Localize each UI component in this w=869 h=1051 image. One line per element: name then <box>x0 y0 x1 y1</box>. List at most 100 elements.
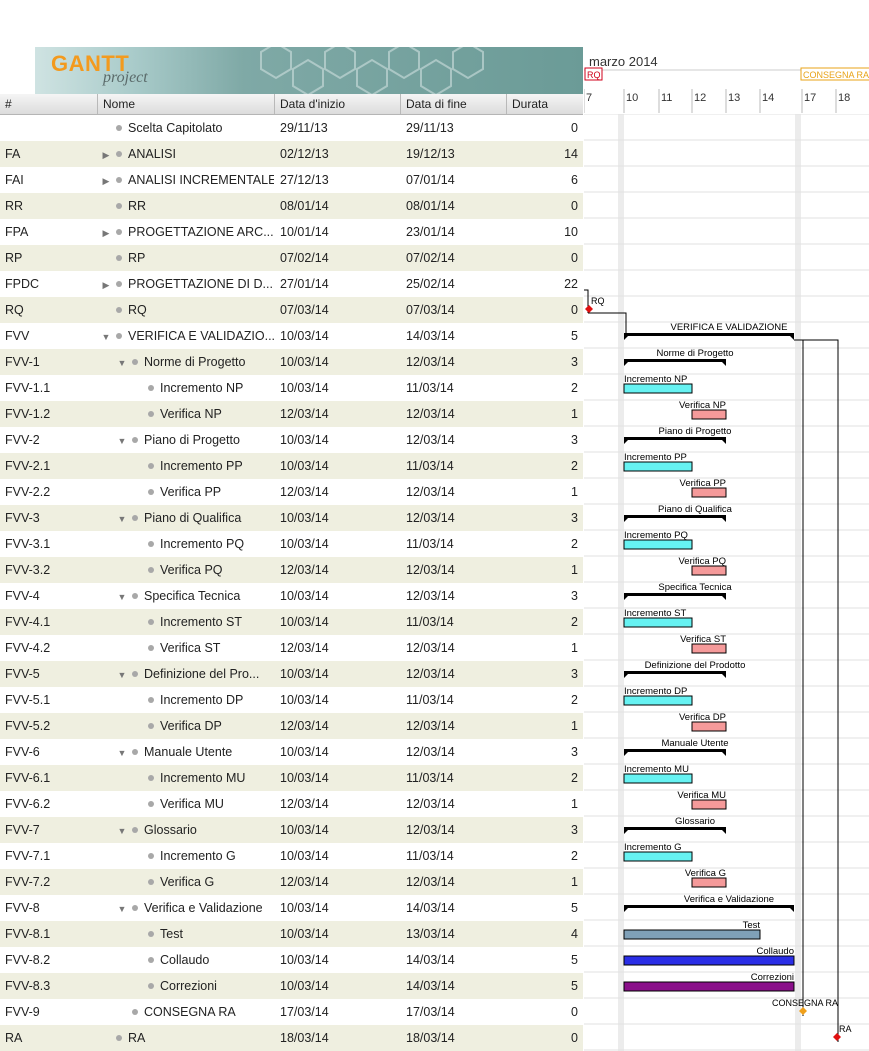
task-id: FVV-2.2 <box>5 485 51 499</box>
hexagon-pattern <box>260 47 484 94</box>
expand-arrow-icon[interactable]: ▶ <box>102 280 110 290</box>
task-duration: 14 <box>564 147 578 161</box>
gantt-task[interactable]: Verifica MU <box>677 790 727 810</box>
collapse-arrow-icon[interactable]: ▼ <box>117 670 127 680</box>
table-row[interactable]: FVV-8 ▼ Verifica e Validazione 10/03/14 14/0… <box>0 895 583 921</box>
table-row[interactable]: FVV-3.2 Verifica PQ 12/03/14 12/03/14 1 <box>0 557 583 583</box>
table-row[interactable]: FVV-3 ▼ Piano di Qualifica 10/03/14 12/03/14… <box>0 505 583 531</box>
gantt-task[interactable]: Incremento DP <box>623 686 693 706</box>
table-row[interactable]: RA RA 18/03/14 18/03/14 0 <box>0 1025 583 1051</box>
table-row[interactable]: FPDC ▶ PROGETTAZIONE DI D... 27/01/14 25/02/… <box>0 271 583 297</box>
gantt-label: Incremento DP <box>624 686 687 697</box>
table-row[interactable]: FVV-7.2 Verifica G 12/03/14 12/03/14 1 <box>0 869 583 895</box>
expand-arrow-icon[interactable]: ▶ <box>102 150 110 160</box>
gantt-milestone[interactable]: RQ <box>585 296 605 313</box>
collapse-arrow-icon[interactable]: ▼ <box>117 826 127 836</box>
table-row[interactable]: FVV-6.2 Verifica MU 12/03/14 12/03/14 1 <box>0 791 583 817</box>
gantt-task[interactable]: Incremento G <box>623 842 693 862</box>
gantt-summary[interactable]: Definizione del Prodotto <box>624 660 745 678</box>
expand-arrow-icon[interactable]: ▶ <box>102 228 110 238</box>
gantt-task[interactable]: Incremento NP <box>623 374 693 394</box>
task-duration: 1 <box>571 719 578 733</box>
task-name: RR <box>128 199 147 213</box>
table-row[interactable]: FVV-4.1 Incremento ST 10/03/14 11/03/14 2 <box>0 609 583 635</box>
task-duration: 5 <box>571 979 578 993</box>
collapse-arrow-icon[interactable]: ▼ <box>117 904 127 914</box>
collapse-arrow-icon[interactable]: ▼ <box>117 592 127 602</box>
collapse-arrow-icon[interactable]: ▼ <box>101 332 111 342</box>
table-row[interactable]: FVV ▼ VERIFICA E VALIDAZIO... 10/03/14 14/03… <box>0 323 583 349</box>
gantt-task[interactable]: Test <box>623 920 761 940</box>
table-row[interactable]: FVV-6 ▼ Manuale Utente 10/03/14 12/03/14 3 <box>0 739 583 765</box>
table-row[interactable]: FVV-1.1 Incremento NP 10/03/14 11/03/14 2 <box>0 375 583 401</box>
table-row[interactable]: FAI ▶ ANALISI INCREMENTALE 27/12/13 07/01/14… <box>0 167 583 193</box>
table-row[interactable]: FVV-5.2 Verifica DP 12/03/14 12/03/14 1 <box>0 713 583 739</box>
table-row[interactable]: RR RR 08/01/14 08/01/14 0 <box>0 193 583 219</box>
table-row[interactable]: FVV-2.1 Incremento PP 10/03/14 11/03/14 2 <box>0 453 583 479</box>
gantt-task[interactable]: Verifica ST <box>680 634 727 654</box>
gantt-task[interactable]: Incremento ST <box>623 608 693 628</box>
gantt-task[interactable]: Incremento PQ <box>623 530 693 550</box>
gantt-summary[interactable]: Norme di Progetto <box>624 348 734 366</box>
table-row[interactable]: Scelta Capitolato 29/11/13 29/11/13 0 <box>0 115 583 141</box>
gantt-summary[interactable]: Specifica Tecnica <box>624 582 732 600</box>
task-bullet-icon <box>132 593 138 600</box>
expand-arrow-icon[interactable]: ▶ <box>102 176 110 186</box>
task-duration: 5 <box>571 329 578 343</box>
task-start-date: 18/03/14 <box>280 1031 329 1045</box>
collapse-arrow-icon[interactable]: ▼ <box>117 436 127 446</box>
task-name-cell: Incremento PQ <box>100 531 274 557</box>
collapse-arrow-icon[interactable]: ▼ <box>117 358 127 368</box>
gantt-milestone[interactable]: CONSEGNA RA <box>772 998 838 1015</box>
gantt-summary[interactable]: VERIFICA E VALIDAZIONE <box>624 322 794 340</box>
gantt-summary[interactable]: Glossario <box>624 816 726 834</box>
gantt-summary[interactable]: Manuale Utente <box>624 738 729 756</box>
table-row[interactable]: RQ RQ 07/03/14 07/03/14 0 <box>0 297 583 323</box>
gantt-summary[interactable]: Piano di Progetto <box>624 426 731 444</box>
table-row[interactable]: FPA ▶ PROGETTAZIONE ARC... 10/01/14 23/01/14… <box>0 219 583 245</box>
column-header-duration[interactable]: Durata <box>512 97 549 111</box>
table-row[interactable]: FVV-8.1 Test 10/03/14 13/03/14 4 <box>0 921 583 947</box>
table-row[interactable]: FVV-9 CONSEGNA RA 17/03/14 17/03/14 0 <box>0 999 583 1025</box>
task-name-cell: RQ <box>100 297 274 323</box>
task-name: RQ <box>128 303 147 317</box>
table-row[interactable]: FVV-7.1 Incremento G 10/03/14 11/03/14 2 <box>0 843 583 869</box>
gantt-task[interactable]: Verifica PQ <box>678 556 727 576</box>
task-end-date: 14/03/14 <box>406 953 455 967</box>
table-row[interactable]: FVV-8.3 Correzioni 10/03/14 14/03/14 5 <box>0 973 583 999</box>
collapse-arrow-icon[interactable]: ▼ <box>117 748 127 758</box>
column-header-name[interactable]: Nome <box>98 94 275 114</box>
task-id: FVV-6.2 <box>5 797 51 811</box>
gantt-task[interactable]: Collaudo <box>623 946 795 966</box>
day-label: 11 <box>661 92 672 104</box>
table-row[interactable]: FVV-3.1 Incremento PQ 10/03/14 11/03/14 2 <box>0 531 583 557</box>
gantt-summary[interactable]: Piano di Qualifica <box>624 504 733 522</box>
table-row[interactable]: FVV-6.1 Incremento MU 10/03/14 11/03/14 2 <box>0 765 583 791</box>
gantt-task[interactable]: Incremento MU <box>623 764 693 784</box>
column-header-start[interactable]: Data d'inizio <box>275 94 401 114</box>
table-row[interactable]: FVV-1.2 Verifica NP 12/03/14 12/03/14 1 <box>0 401 583 427</box>
gantt-task[interactable]: Incremento PP <box>623 452 693 472</box>
column-header-id[interactable]: # <box>0 94 98 114</box>
gantt-task[interactable]: Verifica G <box>685 868 727 888</box>
table-row[interactable]: FA ▶ ANALISI 02/12/13 19/12/13 14 <box>0 141 583 167</box>
gantt-task[interactable]: Verifica DP <box>679 712 727 732</box>
table-row[interactable]: FVV-4.2 Verifica ST 12/03/14 12/03/14 1 <box>0 635 583 661</box>
gantt-task[interactable]: Correzioni <box>623 972 795 992</box>
gantt-summary[interactable]: Verifica e Validazione <box>624 894 794 912</box>
table-row[interactable]: FVV-5.1 Incremento DP 10/03/14 11/03/14 2 <box>0 687 583 713</box>
gantt-label: Incremento ST <box>624 608 686 619</box>
table-row[interactable]: FVV-1 ▼ Norme di Progetto 10/03/14 12/03/14 3 <box>0 349 583 375</box>
table-row[interactable]: FVV-2.2 Verifica PP 12/03/14 12/03/14 1 <box>0 479 583 505</box>
table-row[interactable]: FVV-7 ▼ Glossario 10/03/14 12/03/14 3 <box>0 817 583 843</box>
table-row[interactable]: RP RP 07/02/14 07/02/14 0 <box>0 245 583 271</box>
table-row[interactable]: FVV-4 ▼ Specifica Tecnica 10/03/14 12/03/14 3 <box>0 583 583 609</box>
gantt-task[interactable]: Verifica NP <box>679 400 727 420</box>
table-row[interactable]: FVV-8.2 Collaudo 10/03/14 14/03/14 5 <box>0 947 583 973</box>
gantt-milestone[interactable]: RA <box>833 1024 852 1041</box>
collapse-arrow-icon[interactable]: ▼ <box>117 514 127 524</box>
column-header-end[interactable]: Data di fine <box>401 94 507 114</box>
gantt-task[interactable]: Verifica PP <box>680 478 727 498</box>
table-row[interactable]: FVV-2 ▼ Piano di Progetto 10/03/14 12/03/14 3 <box>0 427 583 453</box>
table-row[interactable]: FVV-5 ▼ Definizione del Pro... 10/03/14 12/0… <box>0 661 583 687</box>
